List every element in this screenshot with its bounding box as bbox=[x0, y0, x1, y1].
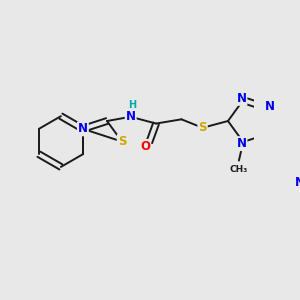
Text: N: N bbox=[78, 122, 88, 135]
Text: H: H bbox=[128, 100, 136, 110]
Text: S: S bbox=[118, 135, 126, 148]
Text: CH₃: CH₃ bbox=[230, 165, 248, 174]
Text: O: O bbox=[140, 140, 150, 153]
Text: N: N bbox=[264, 100, 274, 113]
Text: N: N bbox=[126, 110, 136, 123]
Text: N: N bbox=[236, 92, 247, 105]
Text: N: N bbox=[236, 137, 247, 150]
Text: N: N bbox=[295, 176, 300, 190]
Text: S: S bbox=[198, 121, 207, 134]
